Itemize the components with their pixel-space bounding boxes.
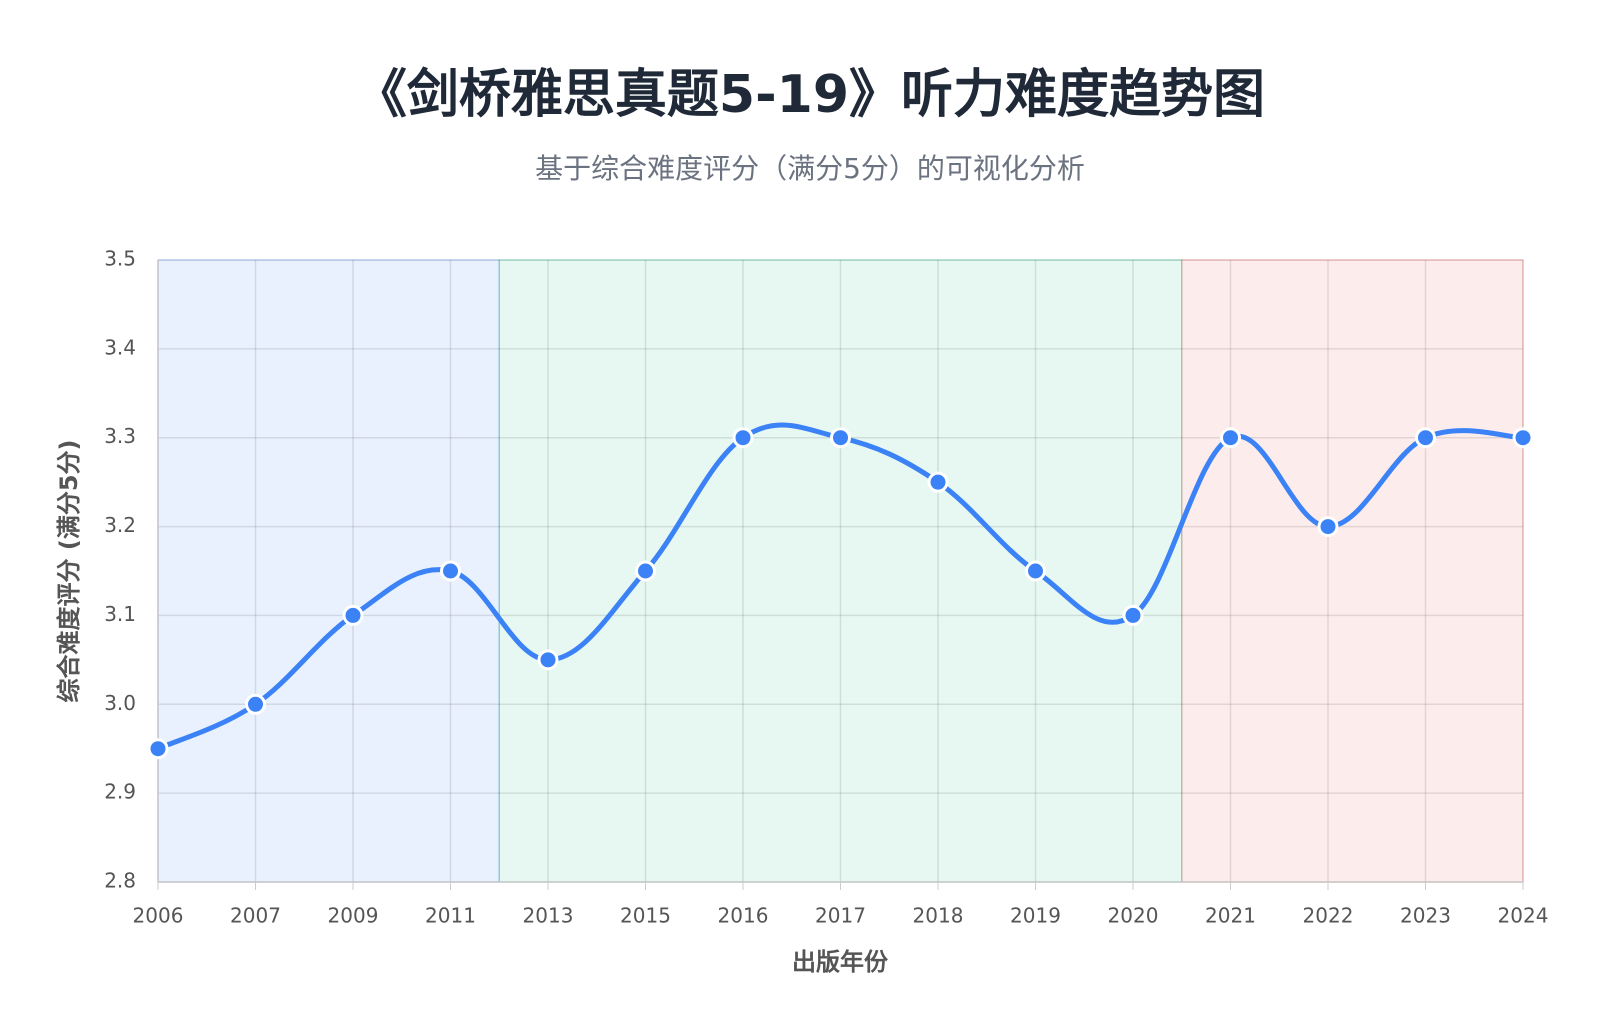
point — [830, 427, 851, 449]
point — [147, 738, 169, 760]
point — [1025, 560, 1046, 582]
y-tick-label: 2.9 — [104, 780, 136, 804]
y-tick-label: 3.4 — [104, 335, 136, 359]
y-tick-label: 2.8 — [104, 869, 136, 893]
era-band — [498, 259, 1183, 883]
point — [440, 560, 461, 582]
x-tick-label: 2013 — [523, 904, 574, 928]
y-axis-label: 综合难度评分 (满分5分) — [55, 440, 83, 703]
point — [245, 693, 266, 715]
point — [1122, 604, 1144, 626]
point — [342, 604, 364, 626]
chart-subtitle: 基于综合难度评分（满分5分）的可视化分析 — [535, 152, 1085, 185]
x-tick-label: 2017 — [815, 904, 866, 928]
x-tick-label: 2024 — [1498, 904, 1549, 928]
x-tick-label: 2009 — [328, 904, 379, 928]
point — [635, 560, 656, 582]
x-tick-label: 2018 — [913, 904, 964, 928]
point — [537, 649, 559, 671]
point — [732, 427, 754, 449]
chart-title: 《剑桥雅思真题5-19》听力难度趋势图 — [355, 65, 1265, 125]
x-tick-label: 2022 — [1303, 904, 1354, 928]
point — [1317, 516, 1339, 538]
era-band — [1181, 259, 1524, 883]
x-tick-label: 2016 — [718, 904, 769, 928]
y-tick-label: 3.0 — [104, 691, 136, 715]
x-tick-label: 2006 — [133, 904, 184, 928]
x-tick-label: 2021 — [1205, 904, 1256, 928]
point — [1415, 427, 1436, 449]
point — [1512, 427, 1534, 449]
y-tick-label: 3.1 — [104, 602, 136, 626]
x-tick-label: 2015 — [620, 904, 671, 928]
x-tick-label: 2020 — [1108, 904, 1159, 928]
x-tick-label: 2023 — [1400, 904, 1451, 928]
x-axis-label: 出版年份 — [792, 948, 889, 976]
y-tick-label: 3.2 — [104, 513, 136, 537]
x-tick-label: 2007 — [230, 904, 281, 928]
point — [1220, 427, 1241, 449]
y-tick-label: 3.3 — [104, 424, 136, 448]
point — [927, 471, 949, 493]
x-tick-label: 2011 — [425, 904, 476, 928]
y-tick-label: 3.5 — [104, 247, 136, 271]
x-tick-label: 2019 — [1010, 904, 1061, 928]
